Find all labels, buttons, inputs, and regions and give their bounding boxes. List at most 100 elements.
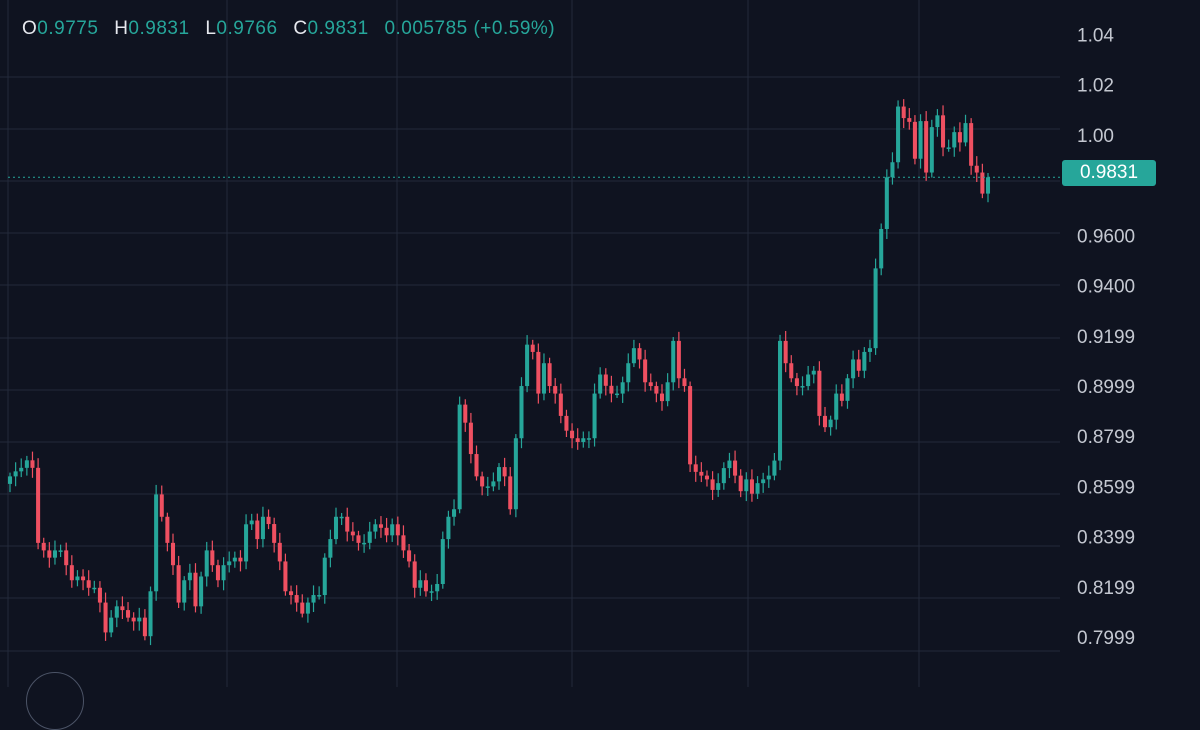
candle-body: [676, 340, 681, 379]
close-key: C: [293, 18, 308, 39]
candle: [24, 455, 29, 476]
candle: [390, 518, 395, 542]
candle-body: [350, 531, 355, 536]
candle: [637, 343, 642, 369]
candle-body: [957, 132, 962, 143]
candle: [783, 330, 788, 373]
candle: [761, 472, 766, 493]
candle: [491, 472, 496, 492]
candle: [367, 521, 372, 550]
candle: [283, 553, 288, 596]
candle: [423, 573, 428, 597]
candle-body: [24, 460, 29, 468]
candle: [862, 347, 867, 379]
candle-body: [901, 106, 906, 119]
candle: [811, 366, 816, 384]
candle: [598, 367, 603, 399]
low-key: L: [205, 18, 217, 39]
candle: [890, 152, 895, 185]
candle: [502, 457, 507, 487]
candle: [429, 584, 434, 602]
candle: [738, 469, 743, 498]
candle: [378, 516, 383, 538]
candle: [626, 353, 631, 392]
candle: [480, 471, 485, 496]
candle: [772, 452, 777, 481]
candle: [676, 331, 681, 389]
candle-body: [716, 483, 721, 490]
candle: [463, 399, 468, 432]
candle-body: [772, 460, 777, 476]
candle-body: [384, 527, 389, 536]
candle: [126, 602, 131, 622]
candle: [834, 384, 839, 430]
candle: [30, 451, 35, 478]
candle-body: [704, 475, 709, 480]
candle: [311, 585, 316, 612]
candle: [631, 339, 636, 368]
high-value: 0.9831: [128, 18, 190, 39]
candle: [305, 597, 310, 623]
y-tick-label: 0.8399: [1077, 528, 1135, 549]
candle-body: [789, 363, 794, 379]
candle-body: [137, 617, 142, 622]
candle: [440, 531, 445, 589]
candle: [474, 445, 479, 481]
candle: [52, 540, 57, 565]
candle-body: [440, 539, 445, 585]
candle: [210, 540, 215, 572]
candle-body: [631, 348, 636, 364]
candle: [64, 542, 69, 576]
candle-body: [244, 524, 249, 562]
candle-body: [238, 557, 243, 562]
candle-body: [553, 386, 558, 394]
candle: [182, 576, 187, 611]
candle-body: [727, 460, 732, 469]
candle: [749, 469, 754, 502]
candle: [468, 412, 473, 464]
candle-body: [558, 393, 563, 416]
candle: [7, 472, 13, 493]
candle-body: [294, 595, 299, 603]
candle: [918, 114, 923, 169]
candle: [839, 384, 844, 407]
candle: [69, 555, 74, 588]
candle-body: [974, 165, 979, 173]
candle: [615, 385, 620, 398]
y-tick-label: 0.9600: [1077, 226, 1135, 247]
y-tick-label: 0.8999: [1077, 377, 1135, 398]
candle-body: [643, 359, 648, 383]
candle: [193, 563, 198, 613]
candle-body: [586, 438, 591, 440]
candle-body: [126, 610, 131, 618]
candle-body: [480, 476, 485, 487]
candle-body: [58, 550, 63, 552]
price-chart[interactable]: 1.04 1.02 1.00 0.9600 0.9400 0.9199 0.8999 0.87…: [0, 0, 1200, 687]
candle-body: [249, 520, 254, 525]
candle-body: [519, 386, 524, 439]
candle: [699, 462, 704, 483]
candle-body: [266, 516, 271, 525]
candle-body: [609, 385, 614, 394]
candle-body: [142, 617, 147, 637]
candle: [170, 533, 176, 575]
candle-body: [603, 374, 608, 386]
candle-body: [946, 147, 951, 149]
candle: [154, 484, 159, 601]
candle-body: [305, 602, 310, 614]
candle-body: [345, 516, 350, 532]
candle-body: [474, 454, 479, 477]
candle: [457, 396, 462, 514]
candle-body: [547, 363, 552, 387]
candle-body: [339, 516, 344, 519]
candle: [592, 383, 597, 447]
candle: [435, 573, 440, 600]
candle-body: [513, 438, 518, 510]
candle-body: [615, 393, 620, 396]
candle-body: [508, 476, 513, 510]
candle-body: [19, 467, 24, 472]
candle-body: [36, 467, 41, 543]
candle-body: [935, 115, 940, 128]
candle-body: [114, 606, 119, 618]
